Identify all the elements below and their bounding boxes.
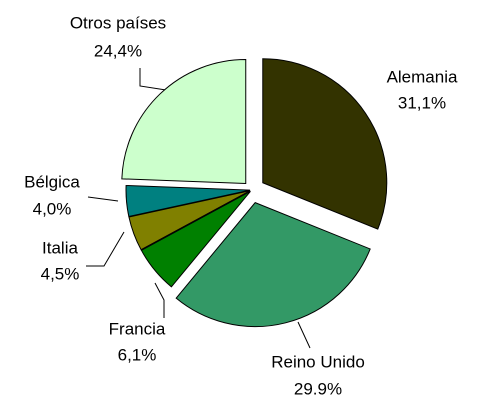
slice-label: Alemania [387, 67, 458, 86]
pie-slice [121, 59, 247, 185]
pie-slice [140, 190, 251, 288]
slice-value: 24,4% [94, 41, 142, 60]
leader-line [154, 282, 165, 318]
slice-label: Francia [109, 319, 166, 338]
pie-slice [262, 58, 388, 230]
leader-line [297, 321, 311, 349]
slice-label: Otros países [70, 13, 166, 32]
leader-line [139, 68, 167, 91]
pie-slice [125, 184, 251, 218]
slice-value: 6,1% [118, 345, 157, 364]
slice-value: 31,1% [398, 93, 446, 112]
slice-label: Bélgica [24, 172, 80, 191]
leader-lines [86, 68, 311, 349]
slice-label: Reino Unido [271, 352, 365, 371]
slice-value: 29.9% [294, 379, 342, 398]
leader-line [87, 196, 119, 202]
leader-line [86, 231, 125, 267]
slice-value: 4,0% [33, 199, 72, 218]
slice-value: 4,5% [41, 264, 80, 283]
pie-slice [175, 202, 371, 328]
slice-label: Italia [42, 238, 78, 257]
pie-slice [128, 190, 251, 251]
